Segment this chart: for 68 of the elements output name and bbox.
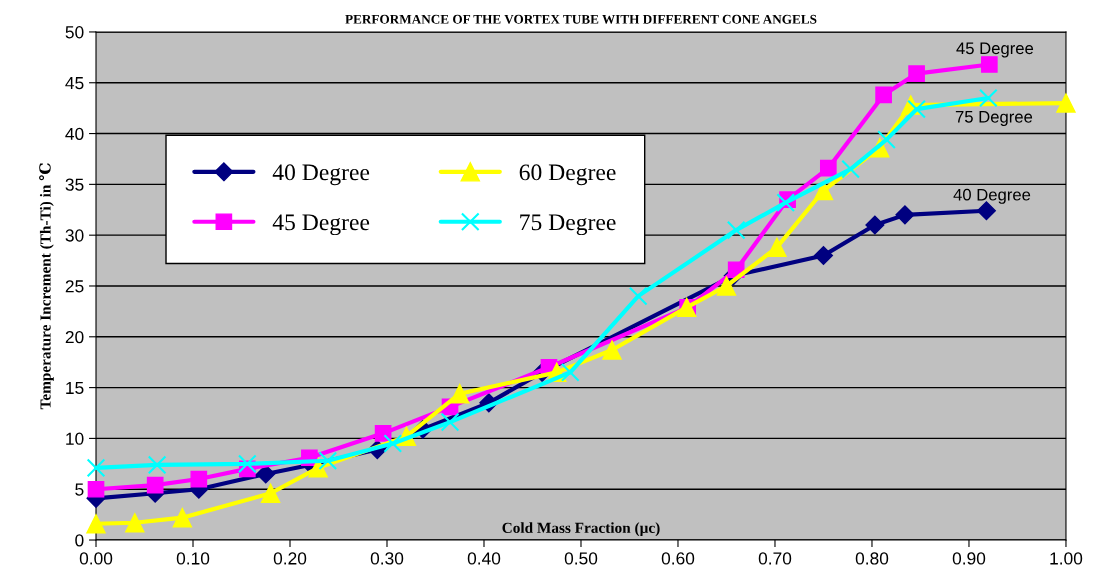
point <box>256 464 276 484</box>
x-tick-label: 0.30 <box>370 552 404 565</box>
point <box>776 193 796 213</box>
point <box>374 424 392 442</box>
x-tick-label: 0.20 <box>273 552 307 565</box>
x-tick-label: 0.40 <box>467 552 501 565</box>
point <box>895 205 915 225</box>
point <box>979 88 998 108</box>
point <box>172 507 193 528</box>
y-tick-label: 35 <box>65 178 84 191</box>
y-tick-label: 0 <box>75 534 84 547</box>
legend-label: 75 Degree <box>520 214 616 236</box>
point <box>602 340 622 360</box>
y-tick-label: 50 <box>65 26 84 39</box>
point <box>318 451 338 471</box>
point <box>146 476 164 494</box>
point <box>1056 93 1076 113</box>
point <box>237 454 257 474</box>
point <box>308 458 328 478</box>
point <box>190 470 208 488</box>
point <box>875 86 892 104</box>
x-tick-label: 0.60 <box>661 552 695 565</box>
point <box>877 130 896 150</box>
point <box>260 483 281 504</box>
y-tick-label: 15 <box>66 381 84 395</box>
point <box>86 458 106 478</box>
legend-label: 40 Degree <box>272 164 370 186</box>
point <box>716 276 737 296</box>
x-tick-label: 1.00 <box>1050 552 1083 565</box>
x-tick-label: 0.10 <box>176 552 210 565</box>
y-tick-label: 20 <box>65 330 84 344</box>
legend-label: 60 Degree <box>519 164 616 186</box>
point <box>628 286 648 306</box>
point <box>147 455 167 475</box>
y-tick-label: 25 <box>65 280 84 293</box>
point <box>767 237 787 258</box>
y-tick-label: 40 <box>65 127 84 141</box>
point <box>907 99 926 119</box>
chart-title: PERFORMANCE OF THE VORTEX TUBE WITH DIFFERENT CONE ANGELS <box>345 14 817 24</box>
point <box>440 412 460 432</box>
annotation: 75 Degree <box>955 111 1033 127</box>
y-tick-label: 45 <box>65 77 84 90</box>
y-tick-label: 10 <box>66 432 84 445</box>
annotation: 45 Degree <box>956 42 1034 58</box>
point <box>450 383 470 404</box>
point <box>86 514 106 534</box>
point <box>819 159 837 177</box>
point <box>726 220 746 240</box>
y-axis-title: Temperature Increment (Th-Ti) in ℃ <box>39 163 54 410</box>
x-tick-label: 0.00 <box>79 552 113 565</box>
point <box>383 434 403 453</box>
point <box>865 215 885 235</box>
point <box>87 480 105 498</box>
x-axis-title: Cold Mass Fraction (µc) <box>502 522 660 537</box>
y-tick-label: 30 <box>65 229 84 242</box>
annotation: 40 Degree <box>953 188 1031 204</box>
x-tick-label: 0.90 <box>952 552 986 565</box>
x-tick-label: 0.70 <box>758 552 792 565</box>
point <box>813 245 834 266</box>
point <box>125 513 145 533</box>
point <box>560 362 580 382</box>
point <box>841 159 861 179</box>
x-tick-label: 0.50 <box>564 552 598 565</box>
point <box>813 180 834 201</box>
point <box>908 65 925 82</box>
x-tick-label: 0.80 <box>855 552 889 565</box>
legend-label: 45 Degree <box>272 214 370 236</box>
y-tick-label: 5 <box>75 483 84 496</box>
